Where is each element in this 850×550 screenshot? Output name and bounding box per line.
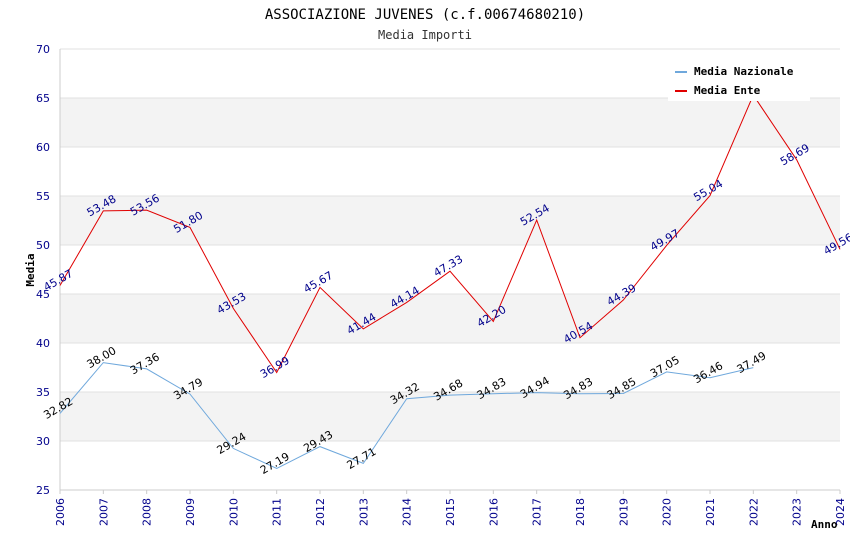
x-tick-label: 2016	[487, 498, 500, 526]
x-tick-label: 2021	[704, 498, 717, 526]
y-tick-label: 50	[36, 239, 50, 252]
data-label: 36.46	[691, 359, 725, 386]
grid-bands	[60, 98, 840, 441]
data-label: 38.00	[85, 344, 119, 371]
grid-band	[60, 294, 840, 343]
x-tick-labels: 2006 2007 2008 2009 2010 2011 2012 2013 2014 2015…	[54, 490, 847, 526]
chart-subtitle: Media Importi	[378, 28, 472, 42]
grid-band	[60, 196, 840, 245]
data-label: 37.05	[648, 353, 682, 380]
data-label: 45.87	[41, 267, 75, 294]
grid-band	[60, 98, 840, 147]
x-tick-label: 2010	[227, 498, 240, 526]
x-tick-label: 2020	[661, 498, 674, 526]
data-label: 47.33	[431, 253, 465, 280]
y-tick-label: 40	[36, 337, 50, 350]
data-label: 27.71	[345, 445, 379, 472]
x-tick-label: 2022	[747, 498, 760, 526]
legend-entry: Media Ente	[694, 84, 761, 97]
grid-band	[60, 392, 840, 441]
y-tick-label: 25	[36, 484, 50, 497]
x-tick-label: 2024	[834, 498, 847, 526]
x-tick-label: 2023	[791, 498, 804, 526]
y-tick-label: 65	[36, 92, 50, 105]
y-tick-label: 60	[36, 141, 50, 154]
x-tick-label: 2017	[531, 498, 544, 526]
y-tick-label: 30	[36, 435, 50, 448]
series-line	[59, 94, 841, 374]
y-tick-label: 45	[36, 288, 50, 301]
x-tick-label: 2018	[574, 498, 587, 526]
chart-title: ASSOCIAZIONE JUVENES (c.f.00674680210)	[265, 7, 585, 23]
data-label: 37.49	[735, 349, 769, 376]
x-tick-label: 2012	[314, 498, 327, 526]
x-tick-label: 2009	[184, 498, 197, 526]
x-axis-label: Anno	[811, 518, 838, 531]
x-tick-label: 2015	[444, 498, 457, 526]
legend-box	[668, 61, 810, 101]
series-line	[59, 362, 754, 470]
legend-entry: Media Nazionale	[694, 65, 794, 78]
data-label: 37.36	[128, 350, 162, 377]
x-tick-label: 2014	[401, 498, 414, 526]
x-tick-label: 2011	[271, 498, 284, 526]
x-tick-label: 2013	[357, 498, 370, 526]
data-label: 27.19	[258, 450, 292, 477]
y-axis-label: Media	[24, 253, 37, 286]
x-tick-label: 2006	[54, 498, 67, 526]
y-tick-label: 35	[36, 386, 50, 399]
y-tick-label: 70	[36, 43, 50, 56]
x-tick-label: 2008	[141, 498, 154, 526]
x-tick-label: 2007	[97, 498, 110, 526]
legend: Media Nazionale Media Ente	[668, 61, 810, 101]
x-tick-label: 2019	[617, 498, 630, 526]
y-tick-label: 55	[36, 190, 50, 203]
data-label: 36.99	[258, 354, 292, 381]
y-tick-labels: 25 30 35 40 45 50 55 60 65 70	[36, 43, 50, 497]
